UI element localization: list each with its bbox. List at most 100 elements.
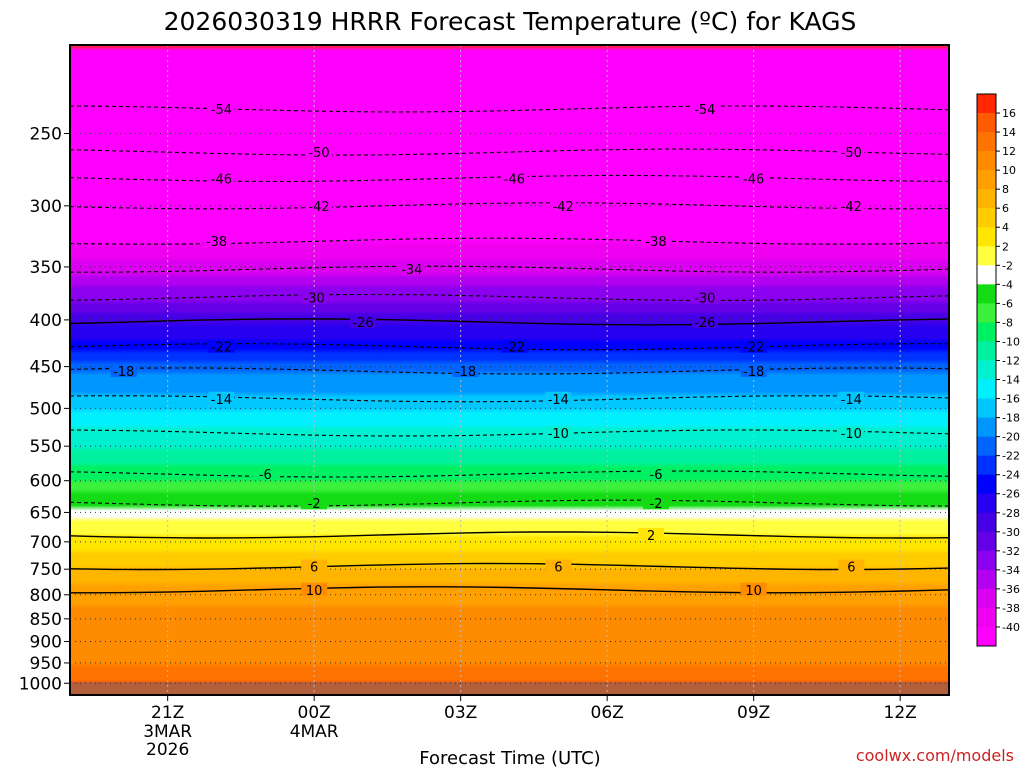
x-axis-label: Forecast Time (UTC) [419, 748, 600, 768]
contour-label: -46 [504, 172, 525, 187]
colorbar-swatch [977, 132, 996, 152]
colorbar-swatch [977, 493, 996, 514]
contour-label-bg [740, 339, 767, 353]
contour-label: 6 [310, 561, 318, 576]
colorbar-label: -24 [1002, 469, 1020, 482]
contour-label: -18 [113, 365, 134, 380]
y-tick-label: 350 [30, 258, 62, 278]
colorbar-swatch [977, 284, 996, 304]
y-tick-label: 450 [30, 358, 62, 378]
contour-label: -22 [743, 341, 764, 356]
y-tick-label: 850 [30, 610, 62, 630]
colorbar-label: -4 [1002, 278, 1013, 291]
contour-label-bg [501, 171, 528, 185]
contour-label-bg [740, 171, 767, 185]
contour-label: -22 [504, 341, 525, 356]
contour-label-bg [203, 234, 230, 248]
contour-label-bg [545, 559, 572, 573]
contour-label: -38 [206, 235, 227, 250]
contour-label: -2 [308, 497, 321, 512]
colorbar-label: -30 [1002, 526, 1020, 539]
x-tick-date: 4MAR [290, 722, 339, 742]
x-tick-label: 06Z [591, 703, 624, 723]
colorbar-swatch [977, 189, 996, 209]
contour-label-bg [306, 145, 333, 159]
colorbar-label: -32 [1002, 545, 1020, 558]
colorbar-swatch [977, 113, 996, 133]
contour-label-bg [301, 559, 328, 573]
y-tick-label: 300 [30, 197, 62, 217]
contour-label: 6 [554, 561, 562, 576]
contour-label: -42 [553, 200, 574, 215]
contour-label-bg [208, 339, 235, 353]
contour-label: 6 [847, 561, 855, 576]
contour-label: -18 [743, 365, 764, 380]
contour-label: -34 [401, 263, 422, 278]
contour-label-bg [252, 467, 279, 481]
plot-area: -54 -54 -50 -50 -46 -46 -46 -42 -42 -42 -38 -38 -34 -… [70, 45, 949, 695]
chart-title: 2026030319 HRRR Forecast Temperature (ºC… [164, 7, 857, 36]
contour-label-bg [643, 234, 669, 248]
colorbar-label: 8 [1002, 183, 1009, 196]
colorbar-swatch [977, 227, 996, 247]
contour-10 [70, 586, 949, 594]
colorbar-swatch [977, 94, 996, 114]
colorbar-swatch [977, 151, 996, 171]
contour-label: -18 [455, 365, 476, 380]
contour-label-bg [838, 559, 865, 573]
colorbar-swatch [977, 303, 996, 323]
contour-label: -10 [841, 427, 862, 442]
colorbar-label: 10 [1002, 164, 1016, 177]
colorbar-label: 14 [1002, 126, 1016, 139]
colorbar-swatch [977, 208, 996, 228]
colorbar-swatch [977, 455, 996, 476]
contour-label-bg [740, 582, 767, 596]
contour-label: -38 [645, 235, 666, 250]
colorbar-swatch [977, 360, 996, 381]
contour-label: -42 [841, 200, 862, 215]
contour-label-bg [350, 314, 376, 328]
contour-label-bg [638, 527, 665, 541]
contour-label-bg [306, 198, 333, 212]
x-tick-label: 12Z [884, 703, 917, 723]
colorbar: 16 14 12 10 8 6 4 2 -2 -4 -6 -8 -10 -12 -14 -16 -18 -20 -2… [976, 93, 1020, 647]
y-tick-label: 950 [30, 654, 62, 674]
colorbar-label: -38 [1002, 602, 1020, 615]
colorbar-swatch [977, 588, 996, 609]
colorbar-swatch [977, 417, 996, 438]
contour-label: -50 [841, 146, 862, 161]
x-tick-label: 00Z [298, 703, 331, 723]
colorbar-swatch [977, 607, 996, 628]
contour-label-bg [452, 363, 479, 377]
contour-label-bg [208, 101, 235, 115]
contour-label-bg [208, 171, 235, 185]
isotherm-contours: -54 -54 -50 -50 -46 -46 -46 -42 -42 -42 -38 -38 -34 -… [70, 101, 949, 599]
contour-label-bg [398, 262, 425, 276]
colorbar-label: -26 [1002, 488, 1020, 501]
contour-label: -10 [548, 427, 569, 442]
contour-label: -42 [308, 200, 329, 215]
colorbar-swatch [977, 265, 996, 285]
y-tick-label: 500 [30, 399, 62, 419]
colorbar-label: -34 [1002, 564, 1020, 577]
contour-label-bg [550, 198, 577, 212]
y-tick-label: 750 [30, 560, 62, 580]
y-tick-label: 1000 [19, 674, 62, 694]
contour-label-bg [545, 425, 572, 439]
contour-label: -14 [841, 393, 862, 408]
colorbar-label: 4 [1002, 221, 1009, 234]
colorbar-label: 2 [1002, 240, 1009, 253]
contour-label: 10 [745, 584, 762, 599]
contour-label-bg [301, 496, 328, 510]
contour-label-bg [301, 290, 328, 304]
plot-frame [69, 44, 950, 696]
y-tick-label: 250 [30, 124, 62, 144]
contour-label-bg [838, 145, 865, 159]
contour-label-bg [643, 467, 669, 481]
ground-strip [70, 682, 949, 695]
colorbar-swatch [977, 170, 996, 190]
contour-6 [70, 562, 949, 571]
contour-label: 10 [306, 584, 323, 599]
